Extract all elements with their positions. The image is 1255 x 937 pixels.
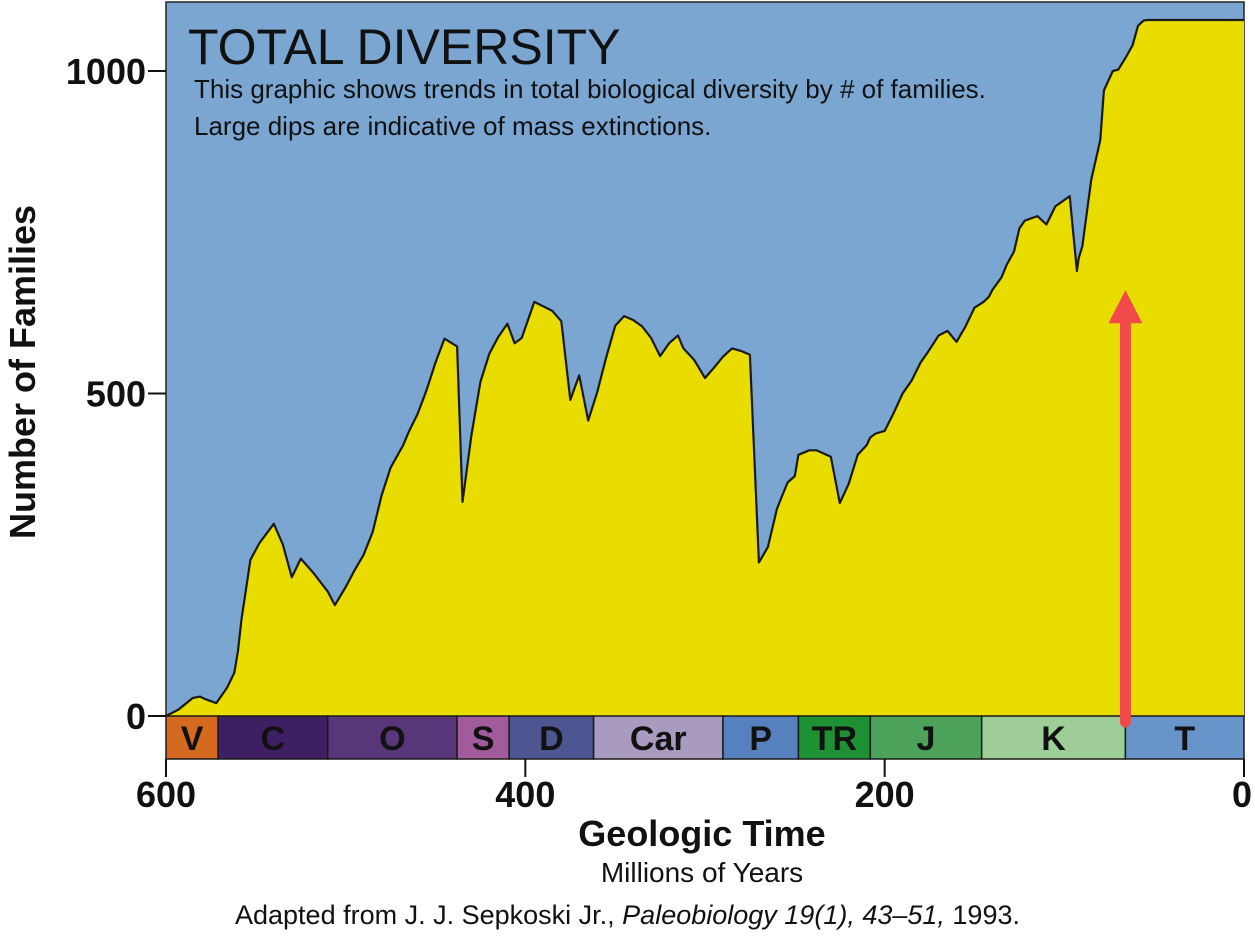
period-label: D [539, 720, 564, 758]
period-label: C [261, 720, 286, 758]
period-label: Car [630, 720, 687, 758]
period-block [165, 715, 219, 760]
x-tick-label: 600 [136, 774, 196, 815]
y-tick-label: 1000 [66, 51, 146, 92]
x-axis-sublabel: Millions of Years [601, 857, 803, 888]
period-block [869, 715, 983, 760]
period-label: T [1174, 720, 1195, 758]
extinction-arrow [1108, 290, 1143, 728]
caption-journal: Paleobiology 19(1), 43–51, [622, 900, 945, 930]
x-tick-label: 200 [855, 774, 915, 815]
source-caption: Adapted from J. J. Sepkoski Jr., Paleobi… [0, 900, 1255, 931]
diversity-line [165, 18, 1244, 717]
period-label: J [917, 720, 936, 758]
period-label: TR [812, 720, 857, 758]
period-block [592, 715, 724, 760]
period-label: V [181, 720, 204, 758]
period-block [722, 715, 800, 760]
y-tick-label: 500 [86, 374, 146, 415]
caption-suffix: 1993. [944, 900, 1020, 930]
chart-subtitle-line-1: This graphic shows trends in total biolo… [194, 74, 986, 104]
y-tick-label: 0 [126, 696, 146, 737]
y-axis-label: Number of Families [2, 205, 43, 539]
chart-subtitle-line-2: Large dips are indicative of mass extinc… [194, 111, 711, 141]
x-tick-label: 400 [495, 774, 555, 815]
period-block [1124, 715, 1245, 760]
period-label: K [1041, 720, 1066, 758]
x-tick-label: 0 [1232, 774, 1252, 815]
period-label: S [472, 720, 495, 758]
period-block [797, 715, 872, 760]
period-label: P [749, 720, 772, 758]
chart-title: TOTAL DIVERSITY [188, 19, 621, 75]
caption-prefix: Adapted from J. J. Sepkoski Jr., [235, 900, 623, 930]
period-block [456, 715, 510, 760]
x-axis: 600 400 200 0 [136, 759, 1252, 815]
period-block [508, 715, 595, 760]
arrow-head [1108, 290, 1143, 324]
y-axis: 0 500 1000 [66, 51, 166, 737]
diversity-area [166, 20, 1244, 716]
period-bar: V C O S D Car P TR J K T [165, 715, 1245, 760]
x-axis-label: Geologic Time [578, 813, 825, 854]
period-label: O [379, 720, 405, 758]
period-block [980, 715, 1127, 760]
